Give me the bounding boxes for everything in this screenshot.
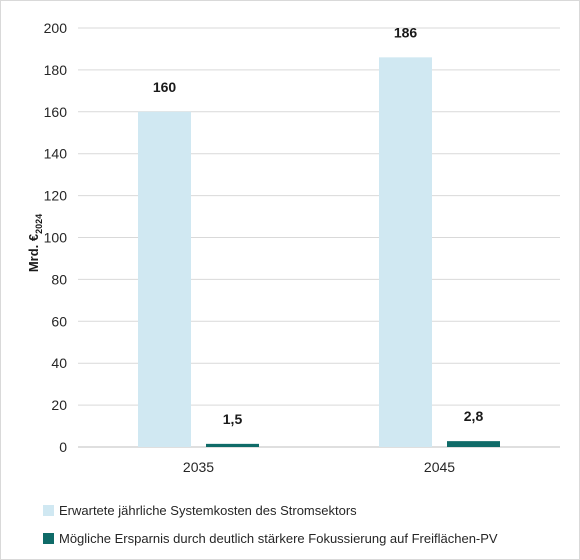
y-tick-label: 160 bbox=[44, 104, 68, 120]
y-tick-label: 0 bbox=[59, 439, 67, 455]
legend-label-systemkosten: Erwartete jährliche Systemkosten des Str… bbox=[59, 503, 357, 518]
y-tick-label: 100 bbox=[44, 230, 68, 246]
y-tick-label: 140 bbox=[44, 146, 68, 162]
y-axis-ticks: 0 20 40 60 80 100 120 140 160 180 200 bbox=[44, 20, 68, 455]
bar-series0-2045 bbox=[379, 57, 432, 448]
bars bbox=[138, 57, 500, 448]
y-tick-label: 40 bbox=[51, 355, 67, 371]
y-axis-label-main: Mrd. € bbox=[26, 234, 41, 272]
data-label-series1-2035: 1,5 bbox=[223, 411, 243, 427]
y-tick-label: 80 bbox=[51, 271, 67, 287]
data-label-series0-2045: 186 bbox=[394, 24, 418, 40]
data-label-series1-2045: 2,8 bbox=[464, 408, 484, 424]
y-tick-label: 20 bbox=[51, 397, 67, 413]
y-tick-label: 120 bbox=[44, 188, 68, 204]
bar-series0-2035 bbox=[138, 111, 191, 448]
data-label-series0-2035: 160 bbox=[153, 79, 177, 95]
legend: Erwartete jährliche Systemkosten des Str… bbox=[43, 503, 498, 546]
legend-label-ersparnis: Mögliche Ersparnis durch deutlich stärke… bbox=[59, 531, 498, 546]
legend-swatch-ersparnis bbox=[43, 533, 54, 544]
x-tick-label: 2035 bbox=[183, 459, 214, 475]
y-tick-label: 60 bbox=[51, 313, 67, 329]
bar-series1-2035 bbox=[206, 443, 259, 447]
bar-series1-2045 bbox=[447, 441, 500, 447]
y-axis-label-subscript: 2024 bbox=[34, 214, 44, 234]
x-tick-label: 2045 bbox=[424, 459, 455, 475]
y-tick-label: 180 bbox=[44, 62, 68, 78]
y-axis-label: Mrd. €2024 bbox=[26, 214, 44, 272]
legend-swatch-systemkosten bbox=[43, 505, 54, 516]
y-tick-label: 200 bbox=[44, 20, 68, 36]
x-axis-ticks: 2035 2045 bbox=[183, 459, 455, 475]
data-labels: 160 1,5 186 2,8 bbox=[153, 24, 484, 427]
